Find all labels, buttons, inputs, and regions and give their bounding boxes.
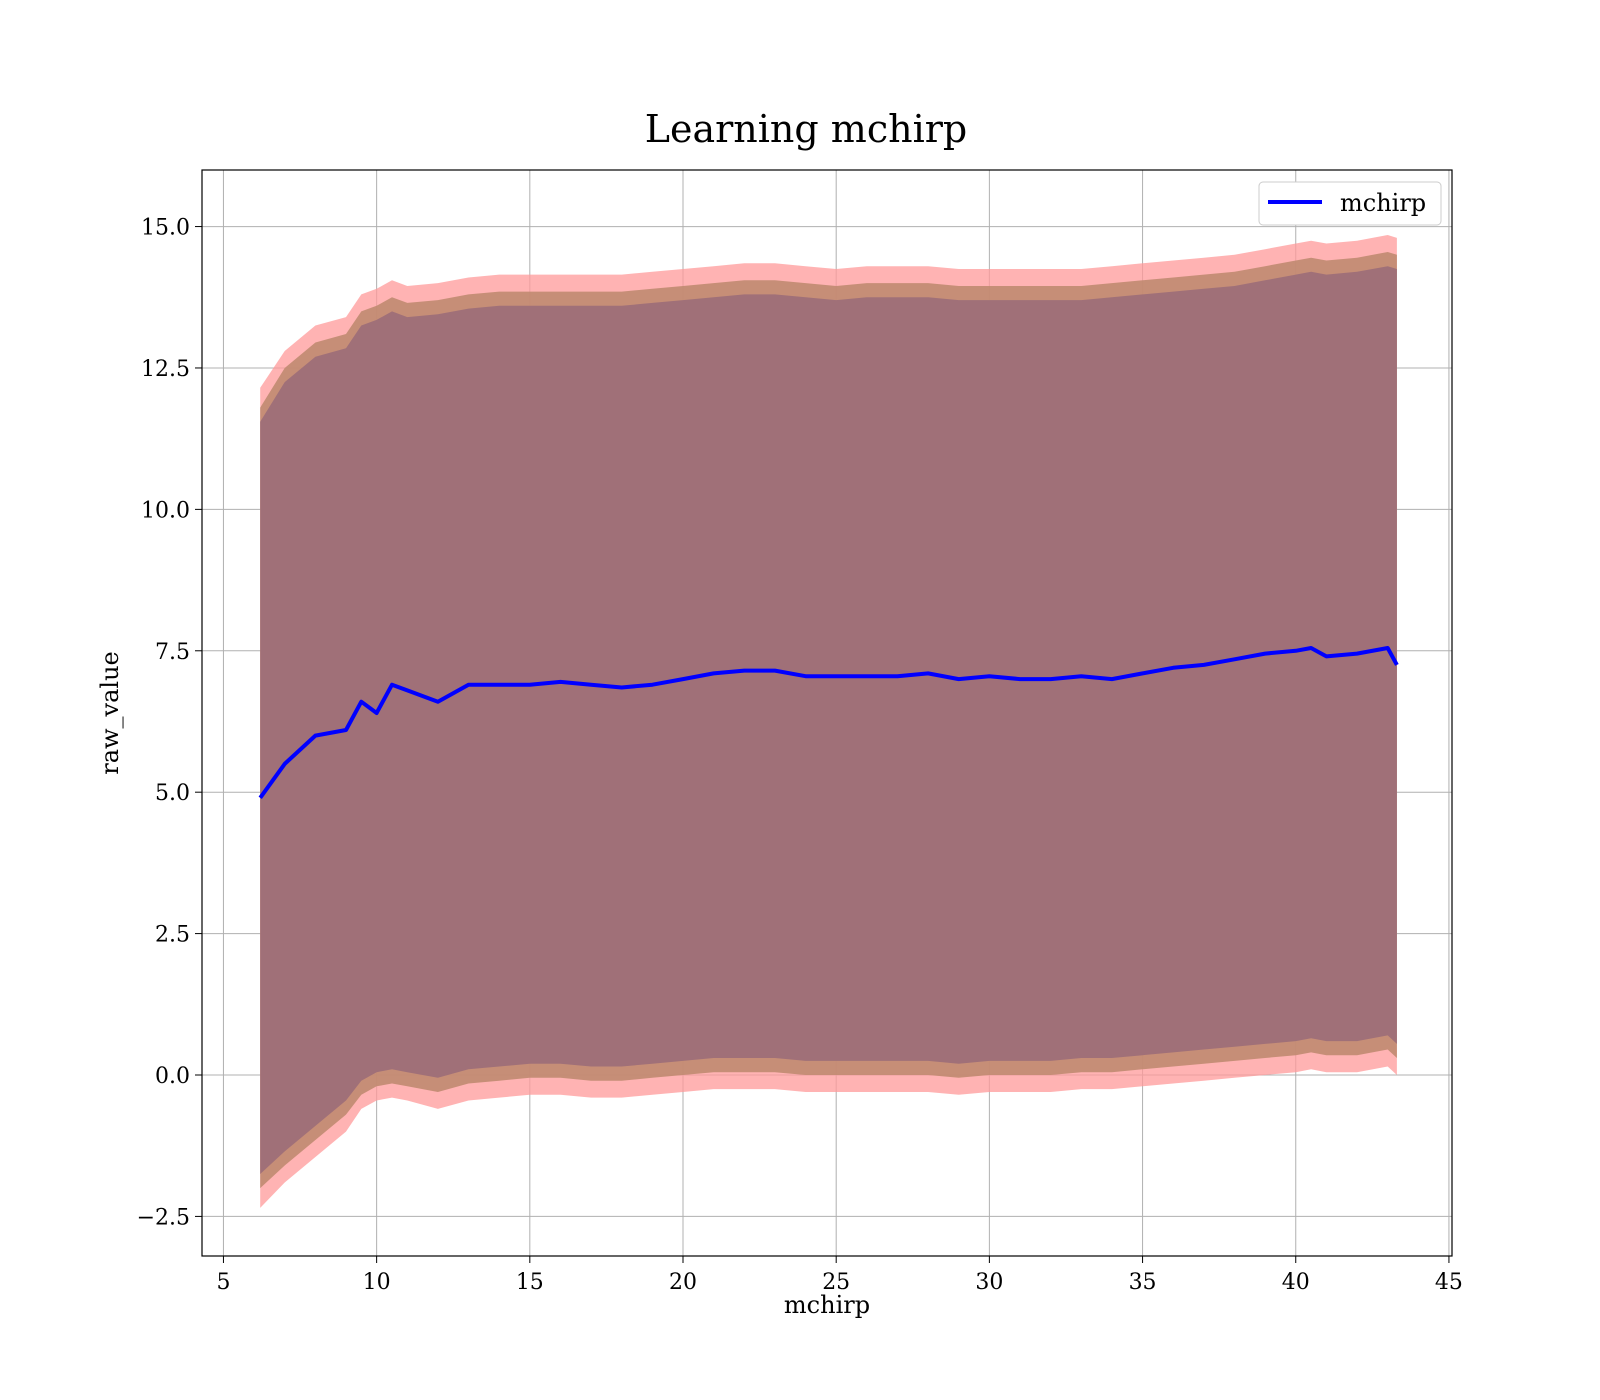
y-tick-label-0: −2.5 [137, 1205, 190, 1230]
x-tick-label-7: 40 [1282, 1270, 1310, 1295]
x-ticks: 5 10 15 20 25 30 35 40 45 [216, 1256, 1463, 1295]
x-tick-label-4: 25 [822, 1270, 850, 1295]
legend: mchirp [1258, 181, 1442, 226]
y-tick-label-4: 7.5 [155, 640, 190, 665]
x-tick-label-2: 15 [516, 1270, 544, 1295]
y-ticks: −2.5 0.0 2.5 5.0 7.5 10.0 12.5 15.0 [137, 216, 202, 1230]
confidence-band-2 [260, 266, 1397, 1174]
x-tick-label-8: 45 [1435, 1270, 1463, 1295]
legend-box [1258, 181, 1442, 226]
y-tick-label-7: 15.0 [141, 216, 190, 241]
y-tick-label-3: 5.0 [155, 781, 190, 806]
bands [260, 235, 1397, 1208]
y-tick-label-1: 0.0 [155, 1064, 190, 1089]
x-tick-label-1: 10 [363, 1270, 391, 1295]
x-tick-label-6: 35 [1129, 1270, 1157, 1295]
chart-title: Learning mchirp [645, 107, 967, 151]
x-tick-label-5: 30 [975, 1270, 1003, 1295]
y-tick-label-2: 2.5 [155, 923, 190, 948]
series-line-mchirp [258, 646, 1399, 799]
x-axis-label: mchirp [784, 1291, 870, 1319]
y-tick-label-6: 12.5 [141, 357, 190, 382]
legend-entry-mchirp: mchirp [1340, 189, 1426, 217]
y-axis-label: raw_value [96, 651, 124, 775]
x-tick-label-3: 20 [669, 1270, 697, 1295]
series-layer [258, 646, 1399, 799]
x-tick-label-0: 5 [216, 1270, 230, 1295]
plot-frame [201, 169, 1453, 1257]
y-tick-label-5: 10.0 [141, 498, 190, 523]
